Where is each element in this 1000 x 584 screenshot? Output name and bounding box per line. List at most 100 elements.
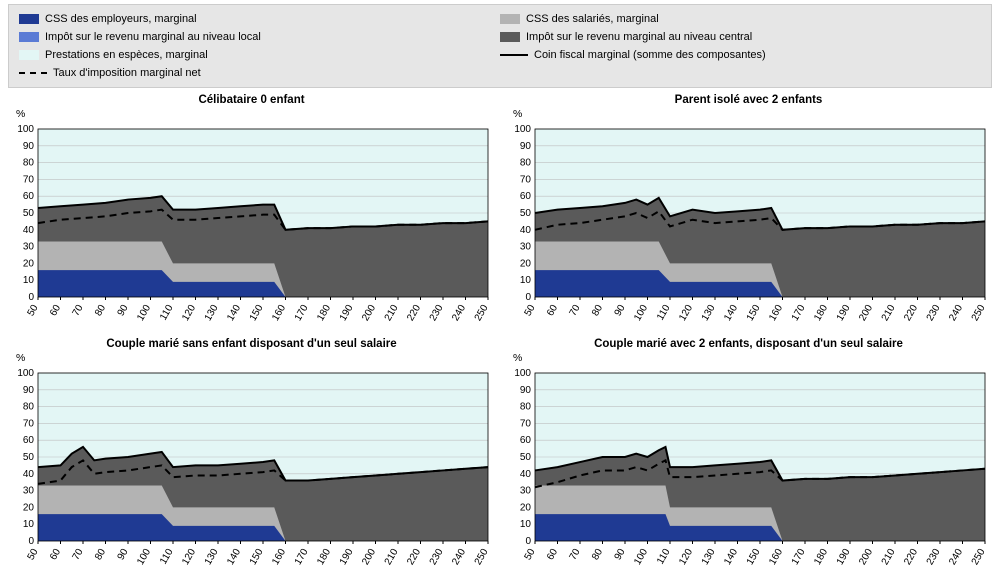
svg-text:80: 80 [93, 547, 108, 563]
svg-text:200: 200 [857, 303, 875, 323]
svg-text:60: 60 [545, 547, 560, 563]
legend-label: Impôt sur le revenu marginal au niveau l… [45, 31, 261, 43]
chart-panel: Parent isolé avec 2 enfants%010203040506… [505, 94, 992, 332]
svg-text:220: 220 [902, 303, 920, 323]
svg-text:180: 180 [812, 303, 830, 323]
svg-text:240: 240 [947, 303, 965, 323]
svg-text:70: 70 [568, 547, 583, 563]
svg-text:110: 110 [655, 547, 673, 567]
svg-text:160: 160 [270, 303, 288, 323]
chart-title: Couple marié sans enfant disposant d'un … [8, 338, 495, 350]
svg-text:200: 200 [857, 547, 875, 567]
svg-text:100: 100 [514, 124, 531, 135]
svg-text:100: 100 [17, 124, 34, 135]
svg-text:90: 90 [520, 385, 532, 396]
svg-text:240: 240 [450, 303, 468, 323]
svg-text:170: 170 [293, 303, 311, 323]
svg-text:20: 20 [23, 502, 35, 513]
svg-text:70: 70 [23, 418, 35, 429]
legend-item-employer_ssc: CSS des employeurs, marginal [19, 11, 500, 27]
svg-text:150: 150 [745, 547, 763, 567]
svg-text:230: 230 [925, 303, 943, 323]
svg-text:70: 70 [71, 547, 86, 563]
svg-text:30: 30 [23, 486, 35, 497]
svg-text:250: 250 [970, 303, 988, 323]
svg-text:160: 160 [767, 547, 785, 567]
svg-text:60: 60 [520, 191, 532, 202]
svg-text:20: 20 [520, 502, 532, 513]
legend-col-right: CSS des salariés, marginal Impôt sur le r… [500, 11, 981, 81]
svg-text:220: 220 [405, 303, 423, 323]
svg-text:50: 50 [26, 547, 41, 563]
svg-text:250: 250 [473, 303, 491, 323]
svg-text:240: 240 [947, 547, 965, 567]
legend-label: CSS des employeurs, marginal [45, 13, 197, 25]
legend-label: Taux d'imposition marginal net [53, 67, 201, 79]
svg-text:250: 250 [473, 547, 491, 567]
svg-text:110: 110 [655, 303, 673, 323]
svg-text:90: 90 [23, 141, 35, 152]
svg-text:0: 0 [525, 292, 531, 303]
svg-text:80: 80 [590, 303, 605, 319]
svg-text:40: 40 [520, 469, 532, 480]
y-axis-unit: % [513, 108, 522, 120]
chart-svg: 0102030405060708090100506070809010011012… [505, 351, 990, 576]
svg-text:210: 210 [880, 303, 898, 323]
svg-text:0: 0 [525, 536, 531, 547]
svg-text:40: 40 [520, 225, 532, 236]
svg-text:10: 10 [23, 519, 35, 530]
svg-text:230: 230 [428, 303, 446, 323]
legend-item-wedge: Coin fiscal marginal (somme des composan… [500, 47, 981, 63]
svg-text:30: 30 [23, 242, 35, 253]
legend-swatch [19, 14, 39, 24]
svg-text:100: 100 [135, 547, 153, 567]
svg-text:130: 130 [203, 547, 221, 567]
svg-text:90: 90 [613, 547, 628, 563]
legend-swatch [19, 32, 39, 42]
svg-text:90: 90 [613, 303, 628, 319]
svg-text:80: 80 [590, 547, 605, 563]
svg-text:0: 0 [28, 536, 34, 547]
chart-svg: 0102030405060708090100506070809010011012… [505, 107, 990, 332]
svg-text:90: 90 [520, 141, 532, 152]
legend-col-left: CSS des employeurs, marginal Impôt sur le… [19, 11, 500, 81]
chart-title: Célibataire 0 enfant [8, 94, 495, 106]
svg-text:210: 210 [880, 547, 898, 567]
svg-text:140: 140 [225, 547, 243, 567]
svg-text:60: 60 [545, 303, 560, 319]
legend-item-central_tax: Impôt sur le revenu marginal au niveau c… [500, 29, 981, 45]
legend: CSS des employeurs, marginal Impôt sur le… [8, 4, 992, 88]
svg-text:80: 80 [520, 158, 532, 169]
svg-text:250: 250 [970, 547, 988, 567]
chart-title: Parent isolé avec 2 enfants [505, 94, 992, 106]
svg-text:200: 200 [360, 303, 378, 323]
svg-text:140: 140 [225, 303, 243, 323]
svg-text:90: 90 [116, 547, 131, 563]
svg-text:220: 220 [405, 547, 423, 567]
svg-text:230: 230 [428, 547, 446, 567]
legend-label: Coin fiscal marginal (somme des composan… [534, 49, 766, 61]
chart-title: Couple marié avec 2 enfants, disposant d… [505, 338, 992, 350]
svg-text:150: 150 [248, 303, 266, 323]
legend-swatch [500, 14, 520, 24]
svg-text:50: 50 [520, 208, 532, 219]
svg-text:170: 170 [790, 303, 808, 323]
y-axis-unit: % [16, 108, 25, 120]
svg-text:60: 60 [23, 191, 35, 202]
svg-text:40: 40 [23, 225, 35, 236]
legend-swatch [19, 50, 39, 60]
svg-text:70: 70 [520, 174, 532, 185]
svg-text:10: 10 [520, 519, 532, 530]
svg-text:190: 190 [338, 303, 356, 323]
svg-text:50: 50 [23, 208, 35, 219]
legend-item-net_rate: Taux d'imposition marginal net [19, 65, 500, 81]
svg-text:100: 100 [632, 547, 650, 567]
svg-text:80: 80 [93, 303, 108, 319]
svg-text:120: 120 [677, 547, 695, 567]
svg-text:190: 190 [835, 303, 853, 323]
legend-item-benefits: Prestations en espèces, marginal [19, 47, 500, 63]
legend-label: CSS des salariés, marginal [526, 13, 659, 25]
svg-text:100: 100 [632, 303, 650, 323]
svg-text:60: 60 [48, 547, 63, 563]
svg-text:80: 80 [520, 402, 532, 413]
